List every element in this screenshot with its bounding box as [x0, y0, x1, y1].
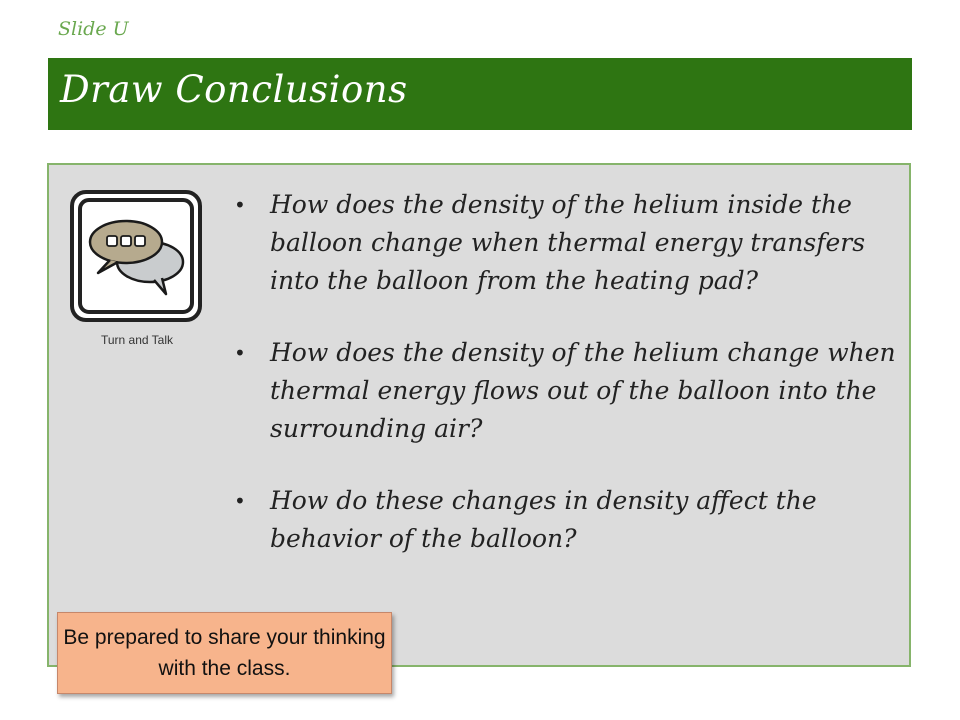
bullet-icon: •: [234, 489, 246, 513]
question-text: How does the density of the helium insid…: [270, 190, 866, 295]
turn-and-talk-icon: [70, 190, 202, 322]
question-text: How does the density of the helium chang…: [270, 338, 896, 443]
bullet-icon: •: [234, 193, 246, 217]
list-item: • How does the density of the helium ins…: [230, 186, 900, 300]
title-bar: Draw Conclusions: [48, 58, 912, 130]
icon-caption: Turn and Talk: [100, 333, 174, 347]
bullet-icon: •: [234, 341, 246, 365]
share-note: Be prepared to share your thinking with …: [57, 612, 392, 694]
question-list: • How does the density of the helium ins…: [230, 186, 900, 592]
slide-title: Draw Conclusions: [60, 68, 408, 111]
speech-bubbles-icon: [70, 190, 202, 322]
list-item: • How do these changes in density affect…: [230, 482, 900, 558]
slide-label: Slide U: [58, 18, 129, 40]
list-item: • How does the density of the helium cha…: [230, 334, 900, 448]
share-note-text: Be prepared to share your thinking with …: [63, 626, 386, 680]
question-text: How do these changes in density affect t…: [270, 486, 817, 553]
